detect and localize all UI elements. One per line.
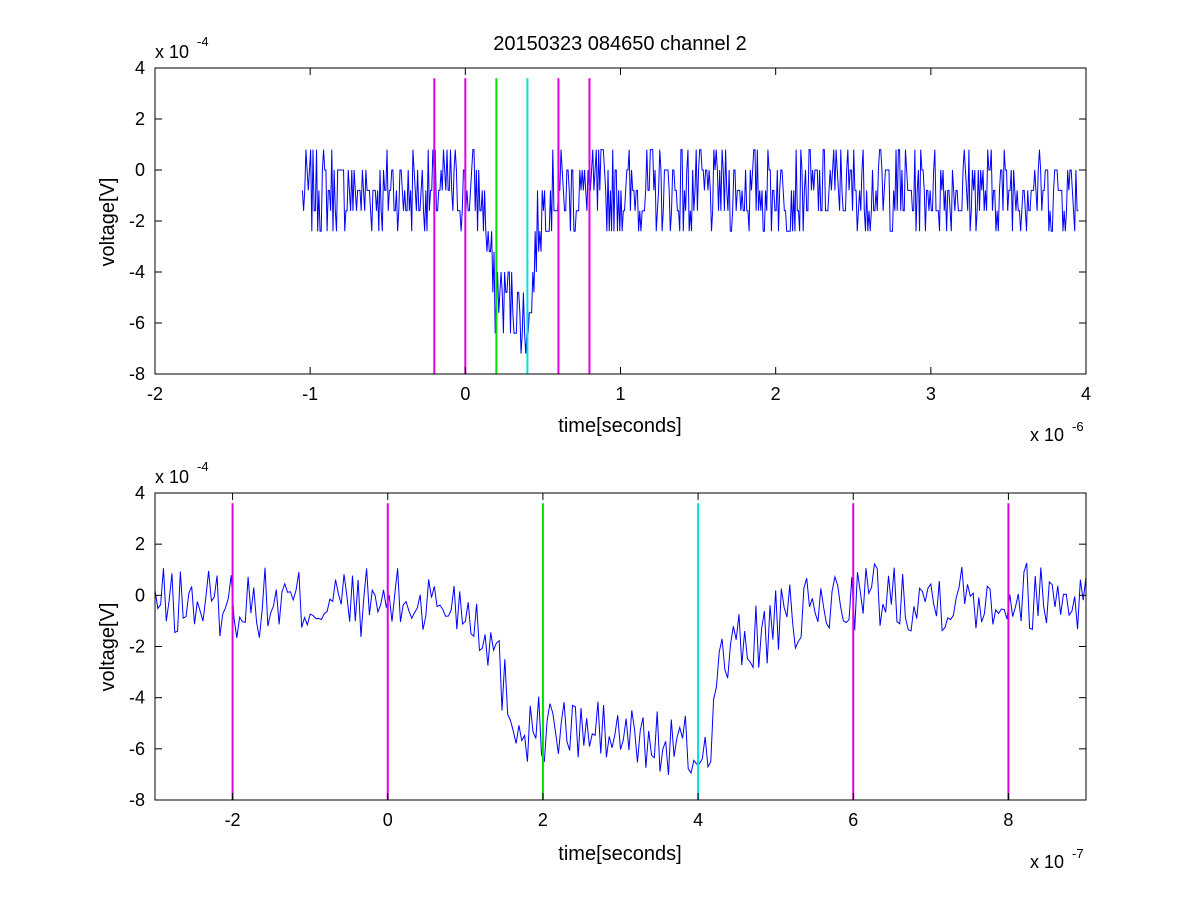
top-x-ticks: -2 -1 0 1 2 3 4 xyxy=(147,68,1091,404)
top-y-ticks: -8 -6 -4 -2 0 2 4 xyxy=(129,58,1086,384)
x-tick-label: -1 xyxy=(302,384,318,404)
y-tick-label: 2 xyxy=(135,534,145,554)
y-tick-label: -2 xyxy=(129,211,145,231)
bottom-y-axis-label: voltage[V] xyxy=(97,603,119,692)
bottom-y-scale-label: x 10 -4 xyxy=(155,459,209,487)
y-tick-label: 0 xyxy=(135,160,145,180)
y-tick-label: 0 xyxy=(135,585,145,605)
x-tick-label: 4 xyxy=(693,810,703,830)
bottom-axes-box xyxy=(154,492,1087,801)
x-tick-label: 2 xyxy=(538,810,548,830)
signal-line xyxy=(154,562,1087,776)
x-tick-label: -2 xyxy=(225,810,241,830)
top-plot: 20150323 084650 channel 2 -2 -1 0 1 2 3 4 -8 -6… xyxy=(97,33,1091,445)
x-tick-label: 4 xyxy=(1081,384,1091,404)
top-plot-title: 20150323 084650 channel 2 xyxy=(493,33,747,55)
bottom-plot: -2 0 2 4 6 8 -8 -6 -4 -2 0 2 4 time[seconds] voltag… xyxy=(97,459,1087,872)
y-tick-label: 2 xyxy=(135,109,145,129)
top-y-scale-base: x 10 xyxy=(155,42,189,62)
top-x-scale-base: x 10 xyxy=(1030,425,1064,445)
top-y-scale-exponent: -4 xyxy=(197,34,209,49)
x-tick-label: -2 xyxy=(147,384,163,404)
top-x-scale-label: x 10 -6 xyxy=(1030,419,1084,445)
top-x-axis-label: time[seconds] xyxy=(558,415,681,437)
bottom-x-scale-exponent: -7 xyxy=(1072,846,1084,861)
x-tick-label: 8 xyxy=(1003,810,1013,830)
bottom-y-scale-exponent: -4 xyxy=(197,459,209,474)
x-tick-label: 2 xyxy=(771,384,781,404)
x-tick-label: 1 xyxy=(615,384,625,404)
bottom-x-axis-label: time[seconds] xyxy=(558,843,681,865)
y-tick-label: -4 xyxy=(129,688,145,708)
bottom-x-ticks: -2 0 2 4 6 8 xyxy=(225,493,1013,830)
x-tick-label: 3 xyxy=(926,384,936,404)
bottom-x-scale-base: x 10 xyxy=(1030,852,1064,872)
top-signal xyxy=(301,149,1079,354)
bottom-y-ticks: -8 -6 -4 -2 0 2 4 xyxy=(129,483,1086,810)
y-tick-label: -6 xyxy=(129,739,145,759)
x-tick-label: 6 xyxy=(848,810,858,830)
bottom-x-scale-label: x 10 -7 xyxy=(1030,846,1084,872)
top-y-scale-label: x 10 -4 xyxy=(155,34,209,62)
bottom-markers xyxy=(231,503,1010,800)
y-tick-label: 4 xyxy=(135,483,145,503)
top-markers xyxy=(433,78,591,374)
y-tick-label: -4 xyxy=(129,262,145,282)
top-x-scale-exponent: -6 xyxy=(1072,419,1084,434)
x-tick-label: 0 xyxy=(383,810,393,830)
y-tick-label: -2 xyxy=(129,637,145,657)
x-tick-label: 0 xyxy=(460,384,470,404)
signal-line xyxy=(301,149,1079,354)
bottom-signal xyxy=(154,562,1087,776)
y-tick-label: -8 xyxy=(129,790,145,810)
y-tick-label: -8 xyxy=(129,364,145,384)
bottom-y-scale-base: x 10 xyxy=(155,467,189,487)
y-tick-label: -6 xyxy=(129,313,145,333)
top-y-axis-label: voltage[V] xyxy=(97,178,119,267)
y-tick-label: 4 xyxy=(135,58,145,78)
